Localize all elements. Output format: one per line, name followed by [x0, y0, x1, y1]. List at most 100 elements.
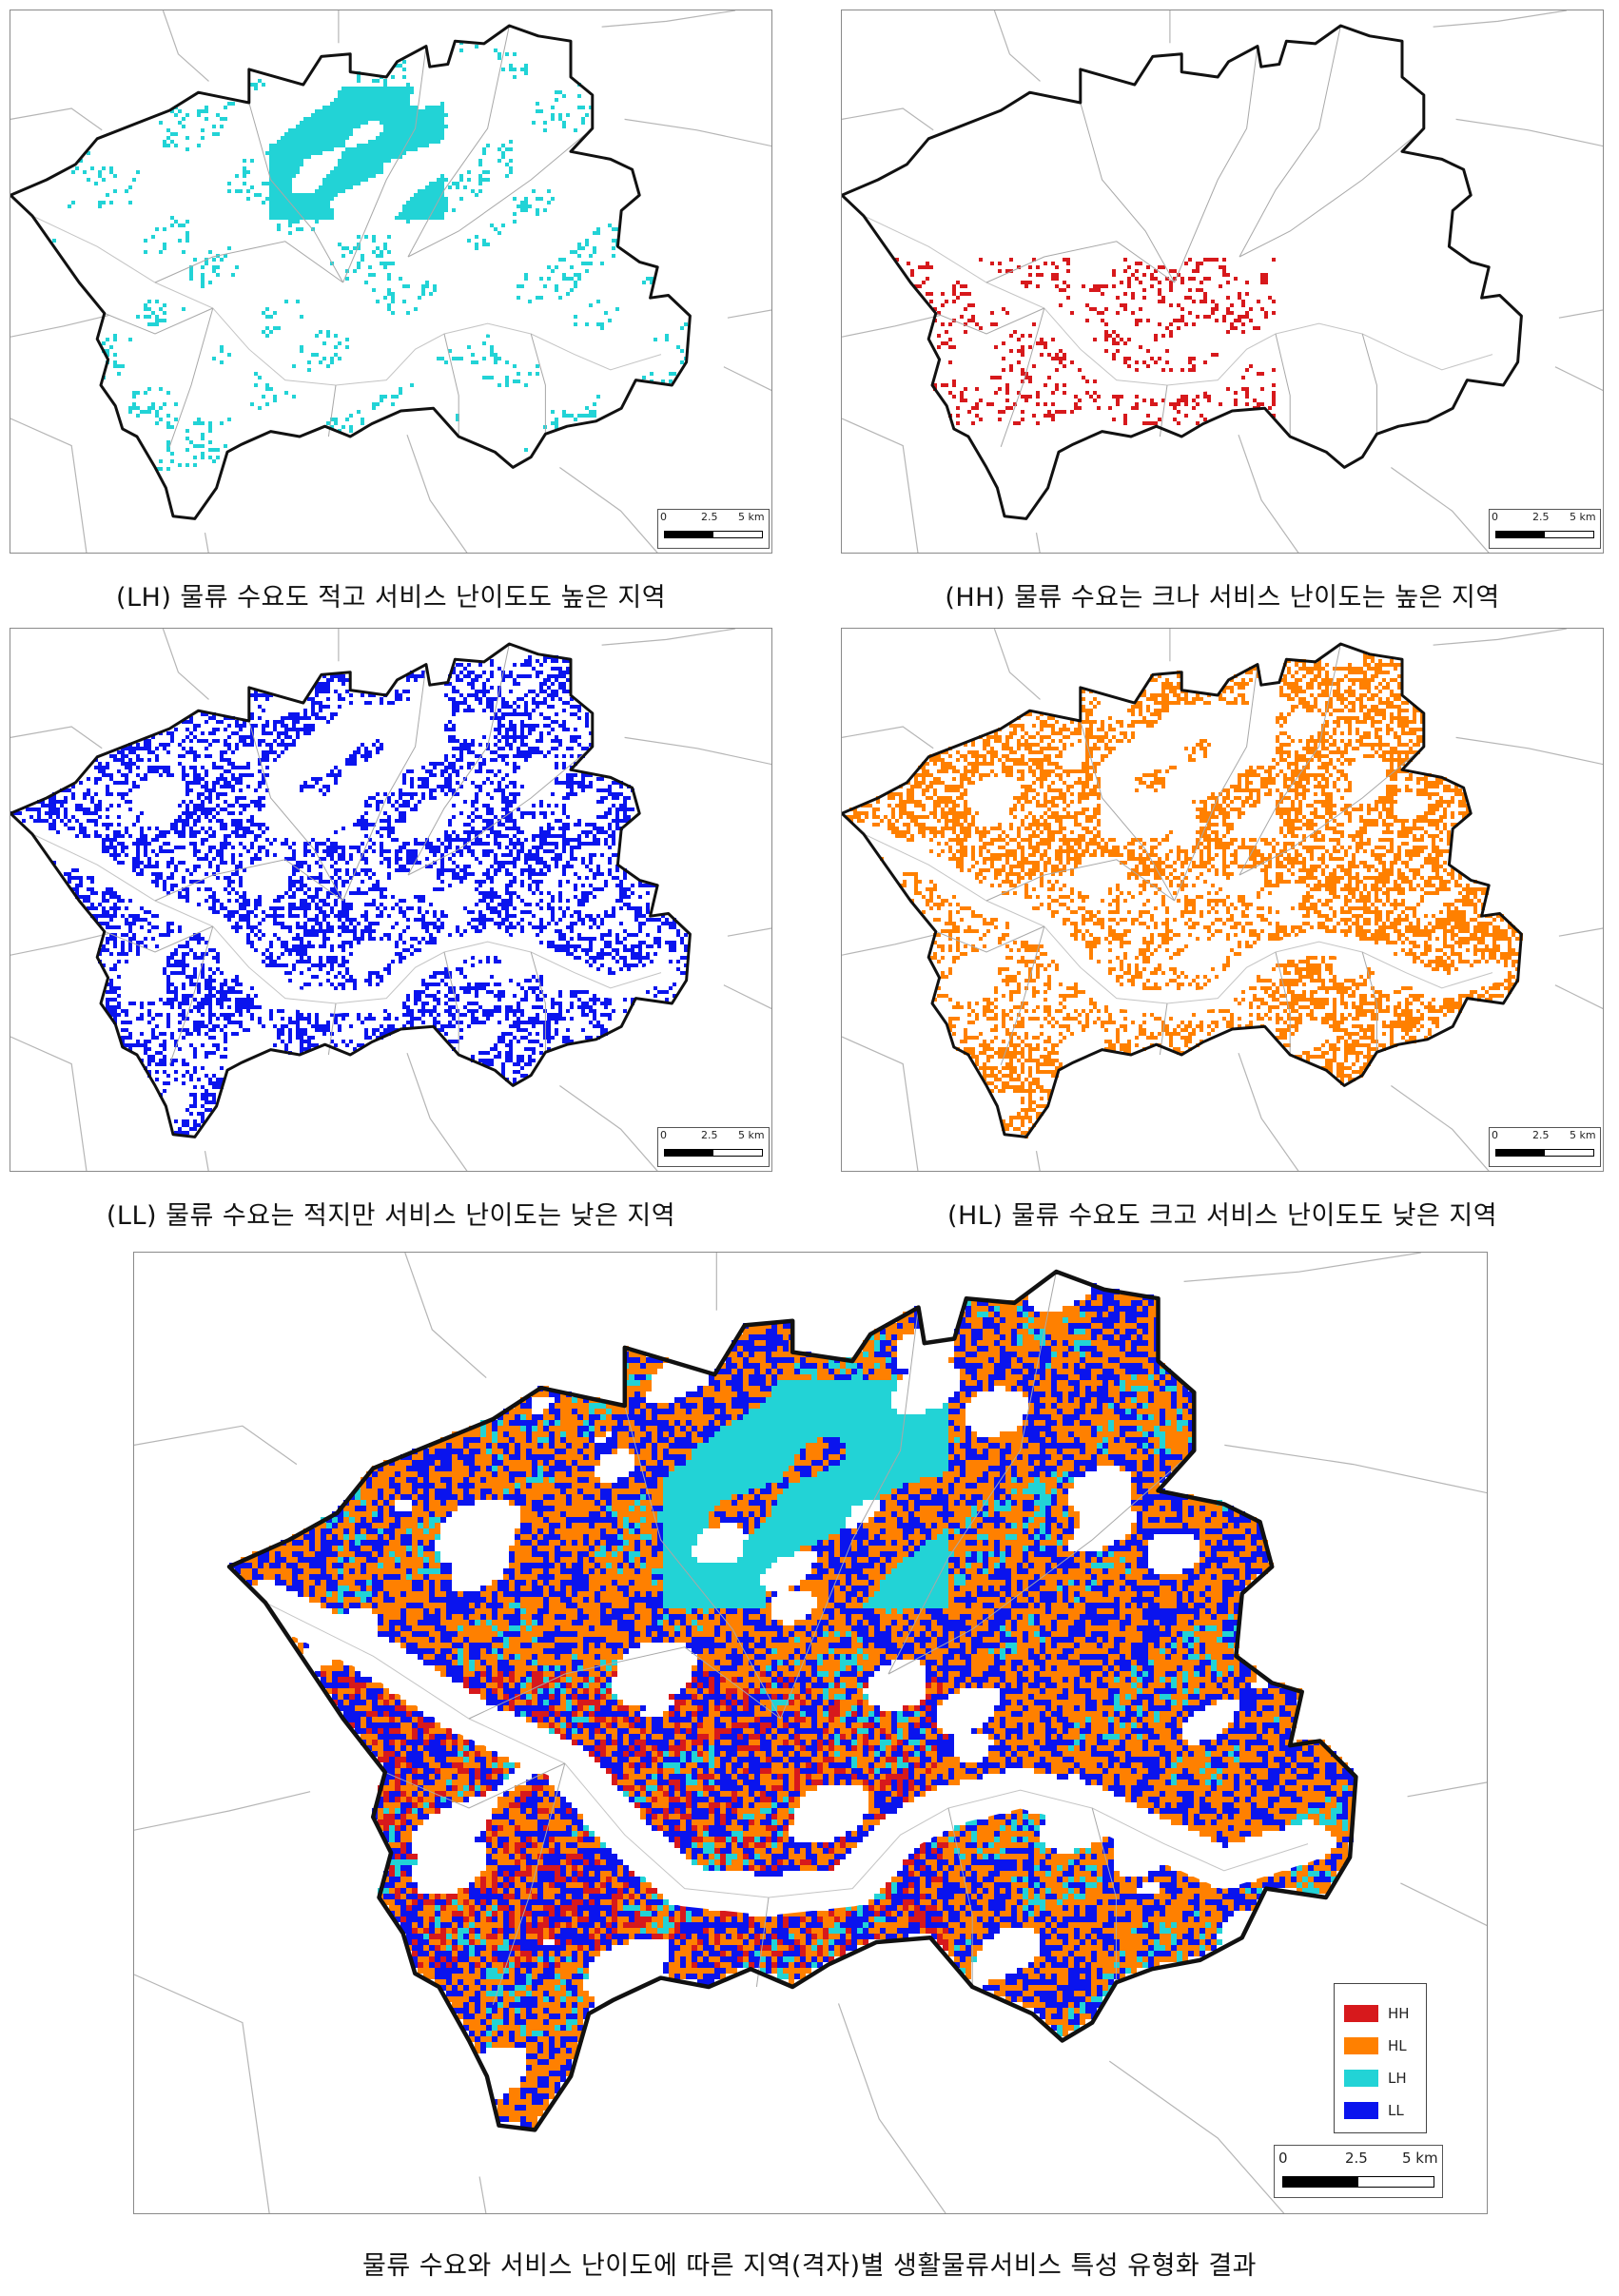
grid-cell-lh [380, 399, 383, 402]
grid-cell-hh [1180, 315, 1184, 319]
grid-cell-ll [334, 975, 338, 979]
municipal-boundary-line [601, 629, 735, 646]
grid-cell-lh [467, 239, 471, 243]
grid-cell-ll [345, 872, 349, 876]
grid-cell-lh [307, 136, 311, 140]
grid-cell-ll [345, 758, 349, 762]
grid-cell-ll [315, 686, 319, 690]
grid-cell-ll [224, 887, 227, 891]
grid-cell-ll [163, 743, 166, 747]
grid-cell-lh [227, 246, 231, 250]
grid-cell-ll [246, 914, 250, 918]
grid-cell-ll [117, 1005, 121, 1009]
grid-cell-ll [254, 857, 258, 861]
grid-cell-ll [224, 846, 227, 849]
grid-cell-lh [197, 144, 201, 147]
grid-cell-ll [265, 956, 269, 960]
municipal-boundary-line [1433, 10, 1567, 28]
grid-cell-lh [52, 239, 56, 243]
grid-cell-lh [353, 113, 357, 117]
grid-cell-hh [1063, 353, 1066, 357]
grid-cell-hh [1028, 395, 1032, 399]
grid-cell-lh [262, 182, 265, 185]
grid-cell-lh [406, 220, 410, 224]
grid-cell-hh [1089, 288, 1093, 292]
grid-cell-ll [56, 807, 60, 811]
grid-cell-ll [281, 1028, 284, 1032]
grid-cell-hh [1021, 281, 1024, 284]
grid-cell-ll [429, 865, 433, 868]
grid-cell-lh [387, 250, 391, 254]
grid-cell-ll [262, 758, 265, 762]
grid-cell-ll [182, 956, 185, 960]
grid-cell-ll [273, 906, 277, 910]
grid-cell-hh [1158, 281, 1161, 284]
grid-cell-lh [227, 418, 231, 421]
grid-cell-hh [1177, 402, 1180, 406]
grid-cell-lh [334, 170, 338, 174]
grid-cell-ll [395, 819, 399, 823]
grid-cell-lh [486, 178, 490, 182]
grid-cell-hh [1142, 296, 1146, 300]
grid-cell-ll [205, 872, 208, 876]
grid-cell-ll [387, 937, 391, 941]
grid-cell-ll [121, 948, 125, 952]
grid-cell-ll [174, 960, 178, 963]
grid-cell-ll [357, 823, 361, 827]
grid-cell-lh [486, 144, 490, 147]
grid-cell-lh [372, 239, 376, 243]
grid-cell-ll [212, 1085, 216, 1089]
grid-cell-ll [463, 872, 467, 876]
grid-cell-lh [421, 193, 425, 197]
grid-cell-hh [1211, 353, 1215, 357]
grid-cell-ll [182, 967, 185, 971]
grid-cell-ll [288, 952, 292, 956]
municipal-boundary-line [204, 1150, 209, 1171]
grid-cell-ll [459, 758, 463, 762]
grid-cell-lh [376, 98, 380, 102]
grid-cell-ll [349, 754, 353, 758]
grid-cell-ll [239, 724, 243, 728]
grid-cell-hh [1154, 277, 1158, 281]
grid-cell-ll [269, 743, 273, 747]
grid-cell-lh [406, 144, 410, 147]
grid-cell-ll [273, 963, 277, 967]
grid-cell-lh [414, 216, 418, 220]
grid-cell-lh [71, 201, 75, 204]
grid-cell-ll [376, 914, 380, 918]
grid-cell-ll [174, 830, 178, 834]
grid-cell-ll [216, 868, 220, 872]
grid-cell-ll [330, 773, 334, 777]
grid-cell-ll [364, 925, 368, 929]
grid-cell-ll [201, 807, 205, 811]
grid-cell-lh [395, 125, 399, 128]
grid-cell-ll [307, 868, 311, 872]
grid-cell-ll [277, 1036, 281, 1040]
grid-cell-ll [349, 979, 353, 983]
grid-cell-lh [353, 269, 357, 273]
grid-cell-ll [399, 960, 402, 963]
grid-cell-ll [456, 792, 459, 796]
grid-cell-hh [1257, 300, 1260, 303]
grid-cell-ll [109, 895, 113, 899]
grid-cell-hh [1104, 322, 1108, 326]
grid-cell-ll [163, 967, 166, 971]
grid-cell-ll [109, 754, 113, 758]
grid-cell-ll [364, 800, 368, 804]
grid-cell-lh [269, 170, 273, 174]
grid-cell-ll [288, 1021, 292, 1024]
grid-cell-lh [429, 113, 433, 117]
grid-cell-ll [197, 865, 201, 868]
grid-cell-lh [402, 102, 406, 106]
grid-cell-lh [440, 125, 444, 128]
grid-cell-ll [246, 994, 250, 998]
grid-cell-ll [87, 777, 90, 781]
grid-cell-lh [433, 197, 437, 201]
grid-cell-ll [151, 849, 155, 853]
grid-cell-ll [452, 769, 456, 773]
grid-cell-ll [239, 788, 243, 792]
grid-cell-ll [410, 792, 414, 796]
grid-cell-hh [1005, 311, 1009, 315]
grid-cell-lh [410, 117, 414, 121]
scale-mid: 2.5 [1532, 511, 1550, 523]
